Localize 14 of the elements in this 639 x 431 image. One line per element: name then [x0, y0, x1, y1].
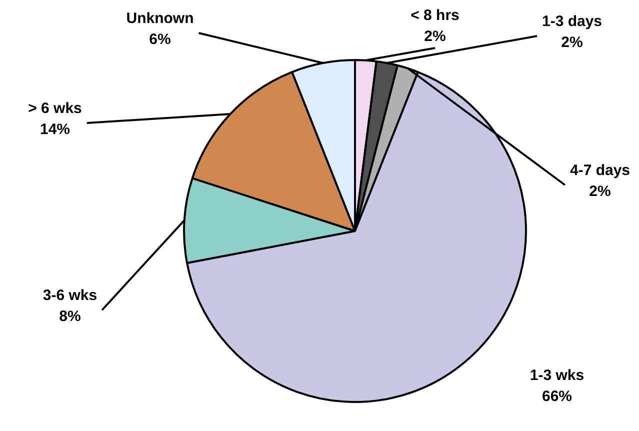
slice-label: 3-6 wks	[42, 287, 98, 304]
data-label: 8%	[59, 308, 81, 326]
data-label: 2%	[424, 28, 446, 46]
slice-label: 1-3 wks	[530, 367, 584, 384]
data-label: 2%	[589, 183, 611, 200]
slice-label: > 6 wks	[28, 100, 82, 118]
data-label: 14%	[40, 121, 70, 138]
slice-label: < 8 hrs	[410, 7, 460, 24]
slice-label: 4-7 days	[570, 162, 630, 180]
data-label: 2%	[561, 34, 583, 52]
slice-label: Unknown	[126, 10, 194, 28]
data-label: 6%	[149, 31, 171, 48]
slice-label: 1-3 days	[542, 13, 602, 30]
data-label: 66%	[542, 388, 572, 406]
